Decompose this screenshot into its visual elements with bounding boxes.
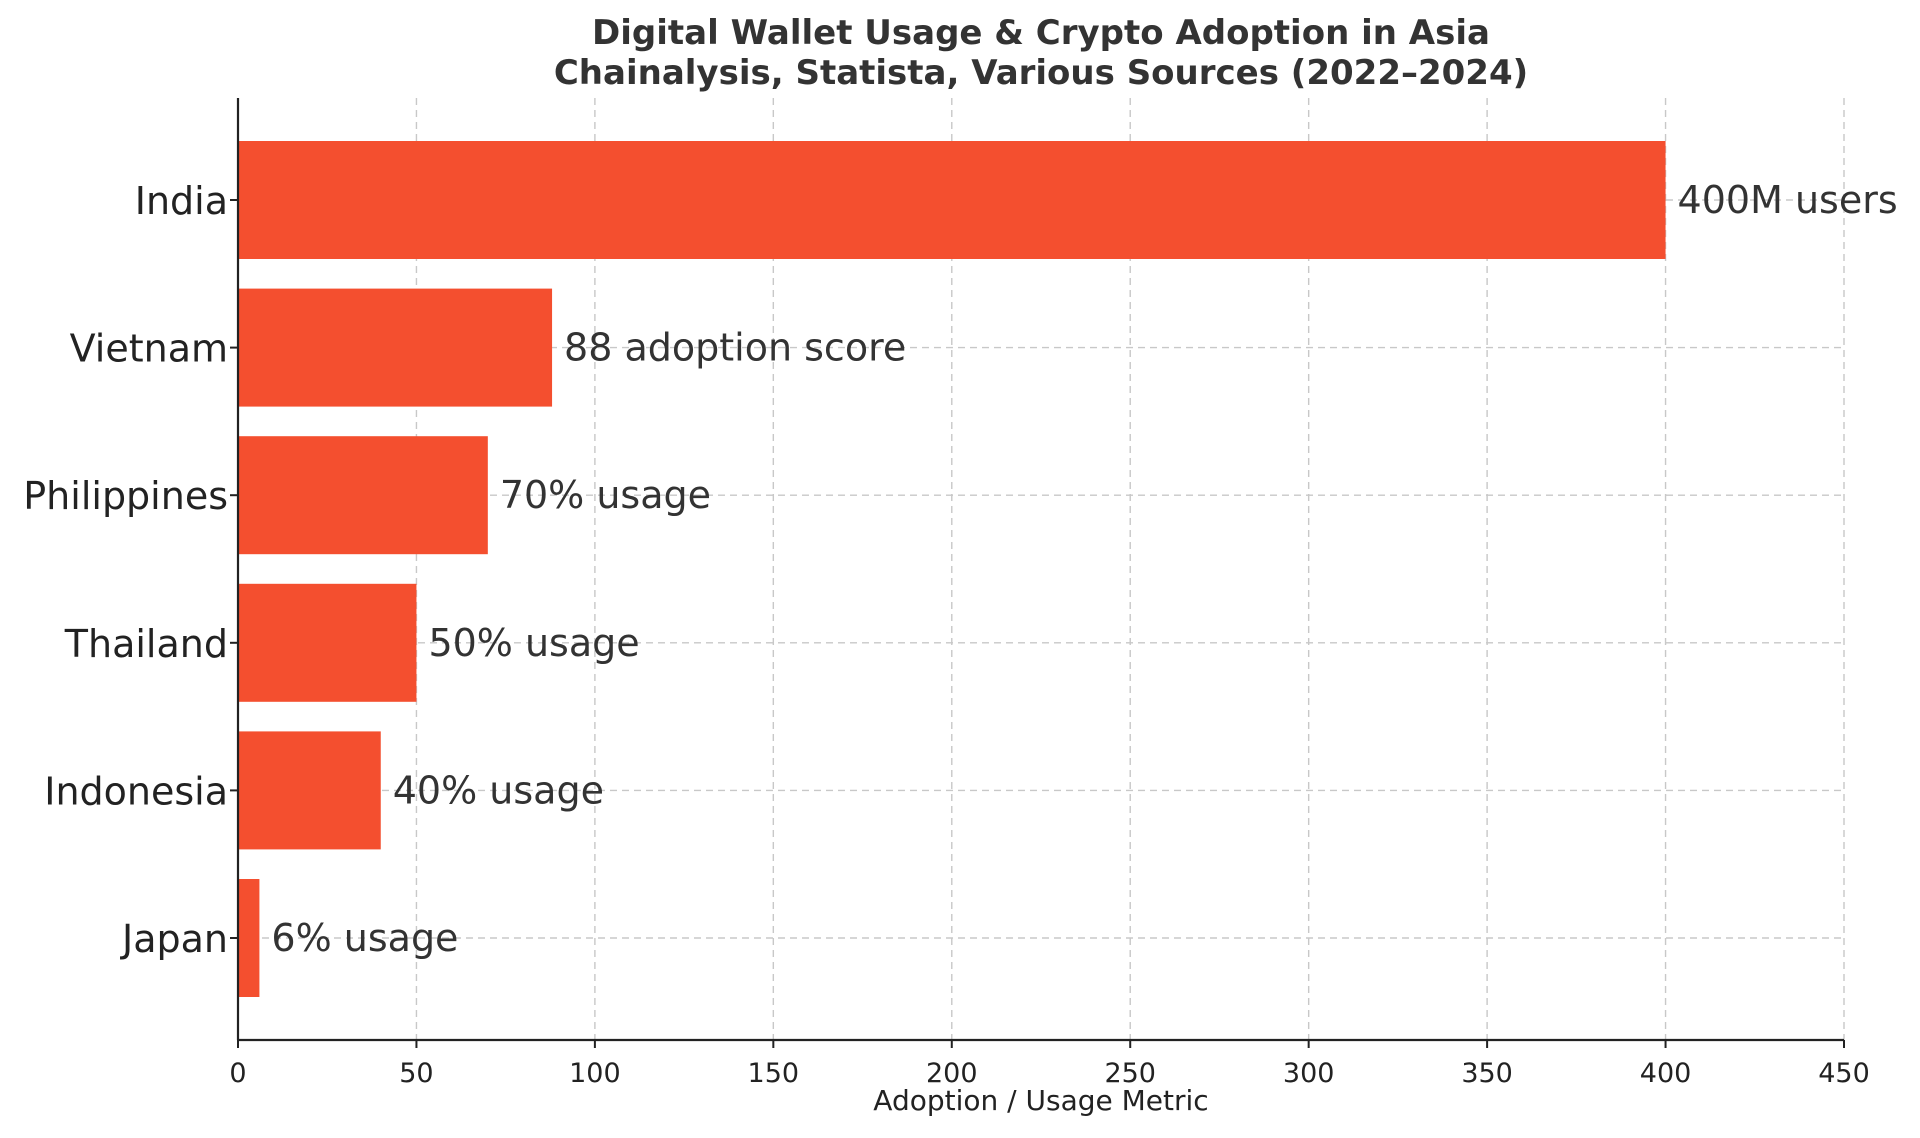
x-tick-label-200: 200 — [926, 1058, 978, 1089]
data-label-india: 400M users — [1678, 178, 1898, 222]
chart-title: Digital Wallet Usage & Crypto Adoption i… — [592, 13, 1490, 53]
bar-vietnam — [238, 288, 553, 407]
x-tick-label-50: 50 — [399, 1058, 433, 1089]
y-tick-label-indonesia: Indonesia — [44, 769, 228, 813]
x-tick-label-450: 450 — [1818, 1058, 1870, 1089]
data-label-thailand: 50% usage — [428, 621, 639, 665]
data-label-philippines: 70% usage — [500, 473, 711, 517]
x-tick-label-150: 150 — [748, 1058, 800, 1089]
bar-thailand — [238, 583, 417, 702]
x-axis-title: Adoption / Usage Metric — [873, 1084, 1208, 1117]
labels: 400M users India 88 adoption score Vietnam 7… — [23, 178, 1897, 1089]
bar-indonesia — [238, 731, 381, 850]
y-tick-label-thailand: Thailand — [64, 622, 228, 666]
data-label-indonesia: 40% usage — [393, 768, 604, 812]
bar-india — [238, 141, 1666, 259]
x-tick-label-350: 350 — [1461, 1058, 1513, 1089]
x-tick-label-300: 300 — [1283, 1058, 1335, 1089]
bar-japan — [238, 879, 260, 997]
bar-philippines — [238, 436, 488, 555]
x-tick-label-400: 400 — [1640, 1058, 1692, 1089]
y-tick-label-philippines: Philippines — [23, 474, 228, 518]
y-tick-label-india: India — [135, 179, 228, 223]
bars — [238, 141, 1666, 997]
data-label-japan: 6% usage — [271, 916, 458, 960]
data-label-vietnam: 88 adoption score — [564, 326, 906, 370]
axes — [230, 98, 1845, 1048]
x-tick-label-250: 250 — [1104, 1058, 1156, 1089]
chart-subtitle: Chainalysis, Statista, Various Sources (… — [554, 53, 1528, 93]
x-tick-label-100: 100 — [569, 1058, 621, 1089]
y-tick-label-vietnam: Vietnam — [70, 327, 228, 371]
y-tick-label-japan: Japan — [120, 917, 228, 961]
x-tick-label-0: 0 — [229, 1058, 246, 1089]
